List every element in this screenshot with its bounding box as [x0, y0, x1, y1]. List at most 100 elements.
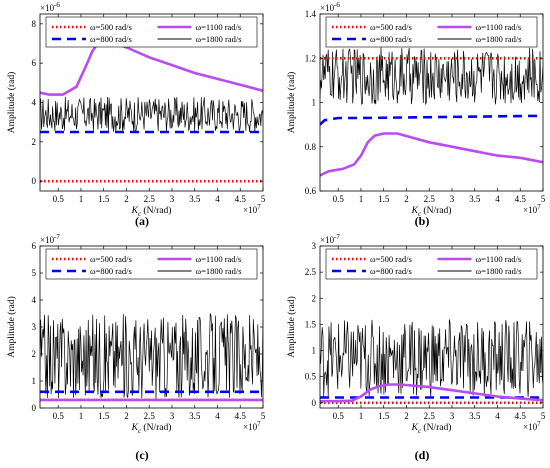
- y-tick-label: 0: [312, 398, 317, 408]
- y-tick-label: 2: [32, 349, 37, 359]
- x-tick-label: 4: [215, 194, 220, 204]
- legend-entry: ω=800 rad/s: [370, 266, 412, 276]
- x-axis-label-main: K: [411, 423, 419, 433]
- x-axis-label: Kc (N/rad): [131, 422, 172, 435]
- legend-entry: ω=500 rad/s: [90, 254, 132, 264]
- x-tick-label: 1.5: [378, 411, 390, 421]
- x-tick-label: 4: [495, 194, 500, 204]
- y-tick-label: 6: [32, 241, 37, 251]
- axes-box: [319, 245, 544, 409]
- x-tick-label: 2: [124, 411, 129, 421]
- x-tick-label: 2.5: [144, 194, 156, 204]
- y-tick-label: 4: [32, 295, 37, 305]
- x-tick-label: 1: [359, 194, 364, 204]
- y-exponent-power: -6: [54, 1, 60, 9]
- y-axis-label: Amplitude (rad): [6, 72, 17, 133]
- x-tick-label: 1: [79, 194, 84, 204]
- x-tick-label: 5: [261, 411, 266, 421]
- x-tick-label: 4: [495, 411, 500, 421]
- panel-2: 0.5 1 1.5 2 2.5 3 3.5 4 4.5 5 0.6 0.8 1 1.2 1.4×10-6 ×1…: [286, 1, 546, 228]
- legend-entry: ω=800 rad/s: [90, 34, 132, 44]
- legend-entry: ω=1100 rad/s: [196, 254, 242, 264]
- x-tick-label: 2: [404, 194, 409, 204]
- y-tick-label: 3: [312, 241, 317, 251]
- x-tick-label: 4.5: [515, 411, 527, 421]
- series-group: [40, 313, 263, 402]
- x-axis-label-unit: (N/rad): [141, 205, 171, 216]
- y-tick-label: 4: [32, 98, 37, 108]
- y-tick-label: 1: [32, 376, 37, 386]
- legend-entry: ω=500 rad/s: [90, 22, 132, 32]
- y-tick-label: 0: [32, 403, 37, 413]
- x-axis-label-sub: c: [418, 427, 422, 435]
- y-exponent-power: -7: [334, 233, 340, 241]
- panel-label: (d): [415, 448, 430, 462]
- y-tick-label: 1.2: [305, 53, 316, 63]
- x-tick-label: 5: [541, 194, 546, 204]
- legend-entry: ω=500 rad/s: [370, 254, 412, 264]
- x-tick-label: 0.5: [333, 411, 345, 421]
- x-axis-label-main: K: [411, 206, 419, 216]
- legend-entry: ω=1800 rad/s: [476, 34, 522, 44]
- x-tick-label: 1: [79, 411, 84, 421]
- x-axis-label-sub: c: [138, 210, 142, 218]
- x-exponent-power: 7: [537, 203, 541, 211]
- x-axis-label-main: K: [131, 206, 139, 216]
- y-exponent-power: -7: [54, 233, 60, 241]
- y-exponent: ×10-7: [40, 233, 60, 245]
- x-tick-label: 4.5: [235, 194, 247, 204]
- series-line-800: [320, 114, 543, 126]
- x-tick-label: 2.5: [424, 411, 436, 421]
- x-tick-label: 2.5: [424, 194, 436, 204]
- y-tick-label: 2: [312, 293, 317, 303]
- y-axis-label: Amplitude (rad): [286, 296, 297, 357]
- x-axis-label-unit: (N/rad): [421, 422, 451, 433]
- y-exponent: ×10-6: [40, 1, 60, 13]
- y-exponent: ×10-6: [320, 1, 340, 13]
- x-tick-label: 2: [404, 411, 409, 421]
- panel-1: 0.5 1 1.5 2 2.5 3 3.5 4 4.5 5 0 2 4 6 8×10-6 ×107 Kc (N/…: [6, 1, 266, 228]
- y-tick-label: 0.8: [305, 142, 317, 152]
- legend-entry: ω=500 rad/s: [370, 22, 412, 32]
- x-tick-label: 0.5: [333, 194, 345, 204]
- x-tick-label: 3.5: [469, 411, 481, 421]
- x-tick-label: 3: [450, 411, 455, 421]
- panel-label: (b): [415, 214, 430, 228]
- x-exponent: ×107: [243, 420, 261, 432]
- legend-box: [45, 248, 258, 280]
- y-tick-label: 0: [32, 176, 37, 186]
- x-exponent-power: 7: [257, 203, 261, 211]
- x-tick-label: 4.5: [515, 194, 527, 204]
- x-tick-label: 3.5: [469, 194, 481, 204]
- legend-box: [325, 16, 538, 48]
- x-axis-label: Kc (N/rad): [411, 422, 452, 435]
- legend-entry: ω=1800 rad/s: [196, 34, 242, 44]
- y-tick-label: 3: [32, 322, 37, 332]
- series-line-1800: [40, 96, 263, 133]
- x-tick-label: 1.5: [98, 411, 110, 421]
- x-exponent: ×107: [523, 420, 541, 432]
- x-tick-label: 2: [124, 194, 129, 204]
- x-tick-label: 3: [450, 194, 455, 204]
- legend-entry: ω=1100 rad/s: [476, 22, 522, 32]
- x-exponent: ×107: [243, 203, 261, 215]
- panel-label: (c): [135, 448, 148, 462]
- x-exponent-power: 7: [257, 420, 261, 428]
- x-axis-label-sub: c: [418, 210, 422, 218]
- y-tick-label: 0.5: [305, 372, 317, 382]
- legend-entry: ω=1100 rad/s: [476, 254, 522, 264]
- x-exponent-power: 7: [537, 420, 541, 428]
- x-tick-label: 5: [541, 411, 546, 421]
- y-axis-label: Amplitude (rad): [286, 72, 297, 133]
- legend-box: [45, 16, 258, 48]
- legend-entry: ω=800 rad/s: [370, 34, 412, 44]
- panel-3: 0.5 1 1.5 2 2.5 3 3.5 4 4.5 5 0 1 2 3 4 5 6×10-7 ×107 Kc (…: [6, 233, 266, 462]
- x-exponent: ×107: [523, 203, 541, 215]
- panel-4: 0.5 1 1.5 2 2.5 3 3.5 4 4.5 500.511.522.53×10-7×1…: [286, 233, 546, 462]
- x-tick-label: 5: [261, 194, 266, 204]
- x-tick-label: 4: [215, 411, 220, 421]
- y-axis-label: Amplitude (rad): [6, 296, 17, 357]
- x-tick-label: 4.5: [235, 411, 247, 421]
- series-group: [320, 319, 543, 405]
